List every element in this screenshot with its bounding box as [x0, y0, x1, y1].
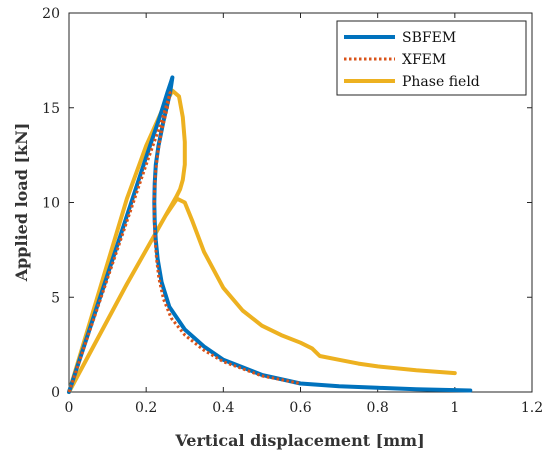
- x-tick-label: 0.6: [289, 400, 311, 416]
- legend-label: Phase field: [402, 74, 480, 90]
- x-tick-label: 1: [450, 400, 459, 416]
- y-tick-label: 10: [42, 196, 60, 212]
- legend: SBFEM XFEM Phase field: [336, 20, 527, 96]
- x-tick-label: 1.2: [521, 400, 543, 416]
- x-tick-label: 0.8: [367, 400, 389, 416]
- y-tick-labels: 0 5 10 15 20: [42, 6, 60, 401]
- series-line-phase-field: [67, 88, 457, 394]
- x-tick-labels: 0 0.2 0.4 0.6 0.8 1 1.2: [65, 400, 544, 416]
- series-layer: [67, 75, 473, 394]
- x-tick-label: 0.4: [212, 400, 234, 416]
- legend-label: SBFEM: [402, 30, 456, 46]
- y-tick-label: 15: [42, 101, 60, 117]
- y-tick-label: 5: [51, 290, 60, 306]
- y-axis-label: Applied load [kN]: [12, 123, 31, 283]
- legend-label: XFEM: [402, 52, 446, 68]
- y-tick-label: 20: [42, 6, 60, 22]
- x-tick-label: 0.2: [135, 400, 157, 416]
- y-tick-label: 0: [51, 385, 60, 401]
- series-line-xfem: [67, 91, 301, 393]
- x-tick-label: 0: [65, 400, 74, 416]
- x-axis-label: Vertical displacement [mm]: [174, 431, 424, 450]
